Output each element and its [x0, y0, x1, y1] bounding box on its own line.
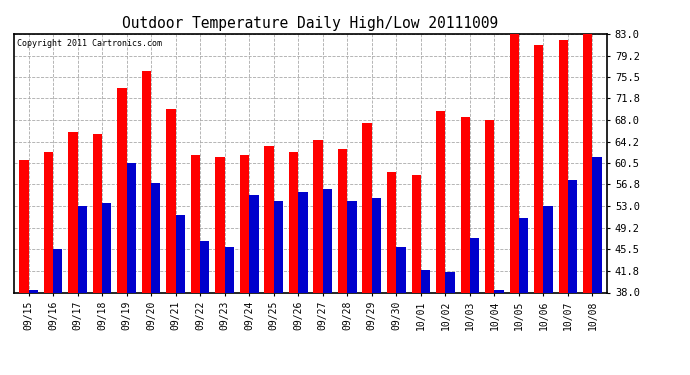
Bar [240, 154, 249, 375]
Bar [249, 195, 259, 375]
Bar [142, 71, 151, 375]
Bar [323, 189, 332, 375]
Bar [510, 34, 519, 375]
Bar [43, 152, 53, 375]
Bar [77, 206, 87, 375]
Bar [200, 241, 210, 375]
Bar [421, 270, 430, 375]
Bar [411, 175, 421, 375]
Bar [215, 158, 225, 375]
Text: Copyright 2011 Cartronics.com: Copyright 2011 Cartronics.com [17, 39, 161, 48]
Bar [593, 158, 602, 375]
Bar [544, 206, 553, 375]
Bar [19, 160, 28, 375]
Bar [166, 108, 176, 375]
Bar [470, 238, 479, 375]
Bar [583, 34, 593, 375]
Bar [568, 180, 578, 375]
Bar [191, 154, 200, 375]
Bar [445, 272, 455, 375]
Bar [495, 290, 504, 375]
Bar [28, 290, 38, 375]
Bar [298, 192, 308, 375]
Bar [225, 246, 234, 375]
Bar [176, 215, 185, 375]
Bar [436, 111, 445, 375]
Bar [559, 39, 568, 375]
Bar [53, 249, 62, 375]
Bar [313, 140, 323, 375]
Bar [264, 146, 274, 375]
Bar [274, 201, 283, 375]
Bar [372, 198, 381, 375]
Bar [485, 120, 495, 375]
Bar [289, 152, 298, 375]
Bar [387, 172, 396, 375]
Bar [126, 163, 136, 375]
Bar [362, 123, 372, 375]
Bar [68, 132, 77, 375]
Bar [347, 201, 357, 375]
Bar [519, 218, 529, 375]
Bar [460, 117, 470, 375]
Title: Outdoor Temperature Daily High/Low 20111009: Outdoor Temperature Daily High/Low 20111… [122, 16, 499, 31]
Bar [102, 203, 111, 375]
Bar [396, 246, 406, 375]
Bar [534, 45, 544, 375]
Bar [92, 134, 102, 375]
Bar [151, 183, 161, 375]
Bar [338, 149, 347, 375]
Bar [117, 88, 126, 375]
